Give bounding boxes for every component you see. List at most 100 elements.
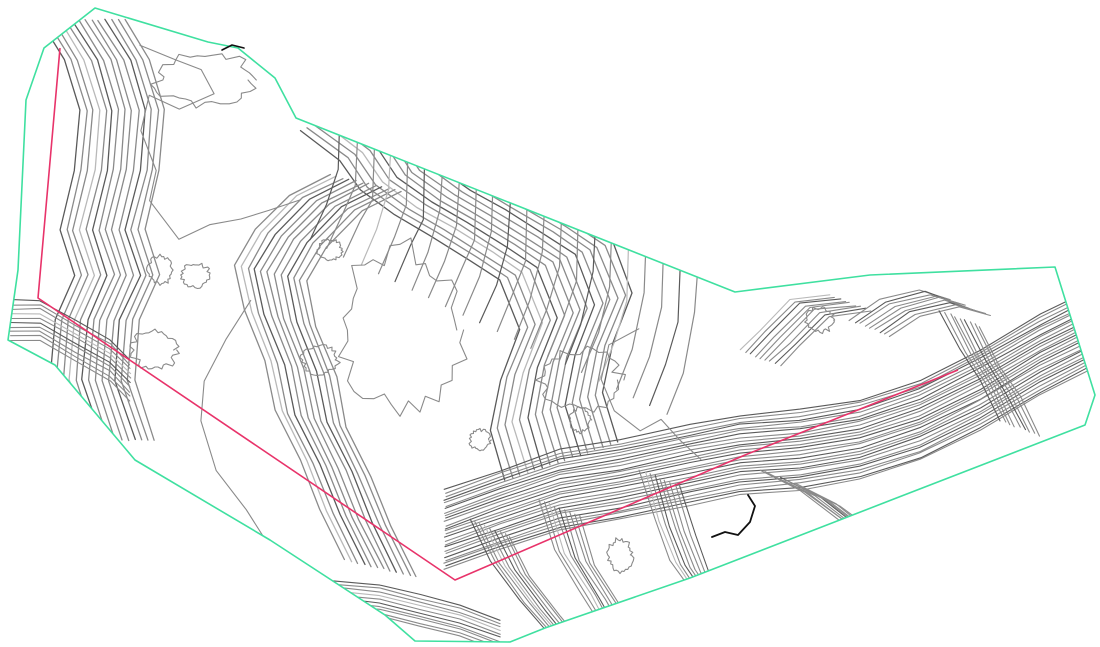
contour-line: [10, 313, 132, 375]
contour-line: [755, 301, 847, 358]
contour-line: [39, 19, 81, 441]
contour-line: [749, 298, 842, 355]
contour-line: [445, 304, 1092, 508]
contour-line: [959, 318, 1021, 428]
contour-line: [287, 186, 397, 573]
contour-line: [969, 321, 1030, 433]
closed-contour: [804, 306, 836, 335]
contour-line: [411, 170, 444, 291]
contour-line: [326, 136, 359, 249]
contour-line: [445, 354, 1090, 554]
closed-contour: [129, 328, 180, 370]
contour-line: [745, 296, 835, 354]
contour-line: [84, 19, 126, 442]
contour-line: [443, 362, 1090, 564]
contour-line: [794, 482, 906, 536]
contour-line: [273, 182, 385, 570]
contour-line: [97, 19, 140, 442]
closed-contour: [149, 53, 257, 109]
contour-line: [45, 19, 88, 441]
meander-contour: [139, 44, 301, 240]
contour-line: [950, 313, 1011, 426]
contour-line: [764, 305, 857, 361]
contour-line: [530, 217, 563, 349]
contour-line: [649, 265, 681, 407]
contour-line: [427, 177, 461, 299]
contour-line: [768, 305, 862, 362]
contour-line: [411, 92, 633, 443]
contour-line: [513, 210, 545, 340]
contour-line: [445, 292, 1090, 494]
contour-line: [632, 258, 664, 399]
contour-lines-group: [8, 18, 1092, 642]
contour-line: [306, 127, 529, 479]
contour-line: [679, 485, 732, 607]
contour-line: [479, 197, 512, 324]
contour-line: [564, 231, 596, 365]
contour-line: [774, 307, 867, 364]
contour-line: [580, 238, 612, 373]
contour-line: [9, 339, 131, 402]
contour-line: [579, 515, 641, 641]
contour-line: [474, 521, 552, 633]
contour-line: [443, 321, 1091, 522]
closed-contour: [337, 237, 468, 417]
meander-contour: [200, 299, 266, 540]
contour-line: [868, 296, 970, 329]
contour-line: [489, 527, 565, 639]
contour-line: [944, 311, 1007, 423]
site-boundary-group: [7, 7, 1096, 643]
contour-line: [445, 366, 1090, 567]
contour-line: [64, 19, 108, 442]
dark-feature-line: [711, 494, 756, 538]
contour-line: [328, 589, 501, 632]
contour-line: [538, 499, 602, 626]
contour-line: [351, 111, 574, 464]
dark-feature-group: [221, 44, 756, 538]
contour-line: [9, 307, 131, 369]
contour-line: [396, 96, 619, 449]
meander-contour: [600, 328, 702, 460]
contour-line: [9, 317, 132, 379]
contour-line: [10, 334, 131, 397]
closed-contour: [606, 537, 635, 575]
contour-line: [91, 19, 132, 441]
contour-line: [321, 121, 544, 474]
contour-line: [462, 191, 494, 316]
contour-line: [444, 311, 1091, 514]
closed-contour: [146, 253, 174, 286]
contour-line: [336, 116, 558, 469]
contour-line: [543, 501, 607, 628]
section-profile-line: [37, 47, 959, 581]
contour-line: [444, 183, 477, 308]
contour-line: [445, 323, 1092, 527]
contour-line: [71, 19, 113, 441]
contour-line: [739, 294, 831, 351]
contour-line: [8, 330, 131, 393]
section-profile-group: [37, 47, 959, 581]
contour-line: [666, 271, 699, 415]
contour-line: [298, 188, 412, 577]
contour-line: [280, 185, 391, 572]
contour-line: [403, 94, 627, 445]
contour-line: [299, 129, 521, 481]
contour-line: [547, 224, 579, 358]
contour-line: [496, 203, 528, 333]
contour-line: [445, 358, 1092, 562]
closed-contour: [299, 343, 341, 377]
contour-line: [253, 178, 366, 566]
contour-line: [233, 173, 346, 561]
contour-line: [558, 507, 620, 635]
contour-line: [328, 594, 501, 635]
contour-line: [293, 188, 404, 575]
contour-line: [444, 350, 1090, 552]
contour-line: [266, 182, 379, 569]
contour-line: [963, 319, 1027, 431]
contour-line: [443, 289, 1092, 490]
contour-line: [329, 596, 501, 638]
contour-line: [644, 471, 696, 593]
contour-line: [444, 329, 1091, 532]
contour-line: [654, 474, 706, 597]
